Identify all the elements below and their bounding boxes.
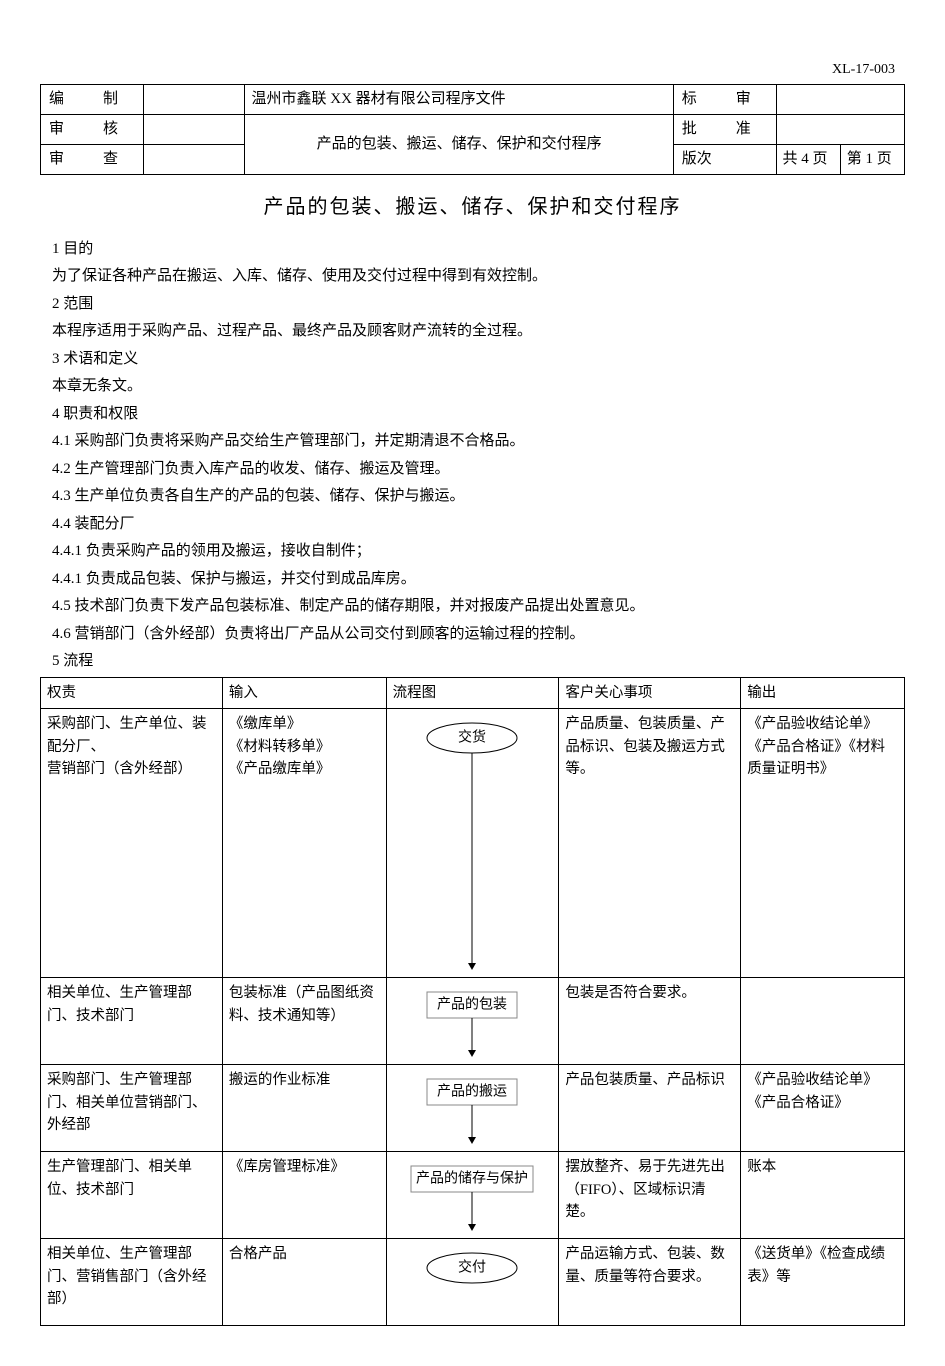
body-line: 2 范围 [52, 292, 893, 318]
hdr-label-compile: 编 制 [41, 84, 144, 114]
flow-input-cell: 《缴库单》《材料转移单》《产品缴库单》 [222, 709, 386, 978]
hdr-val-std [776, 84, 905, 114]
flow-diagram-cell: 产品的包装 [386, 978, 559, 1065]
hdr-val-compile [143, 84, 245, 114]
flow-input-cell: 《库房管理标准》 [222, 1152, 386, 1239]
svg-text:交货: 交货 [458, 729, 486, 746]
svg-text:产品的储存与保护: 产品的储存与保护 [416, 1171, 528, 1187]
flow-header-cell: 流程图 [386, 677, 559, 708]
flow-diagram-cell: 交货 [386, 709, 559, 978]
flow-auth-cell: 采购部门、生产管理部门、相关单位营销部门、外经部 [41, 1065, 223, 1152]
hdr-label-check: 审 查 [41, 144, 144, 174]
flow-concern-cell: 产品包装质量、产品标识 [559, 1065, 741, 1152]
flowchart-segment: 交付 [397, 1245, 547, 1319]
hdr-page-cur: 第 1 页 [840, 144, 904, 174]
header-table: 编 制 温州市鑫联 XX 器材有限公司程序文件 标 审 审 核 产品的包装、搬运… [40, 84, 905, 175]
flow-diagram-cell: 产品的搬运 [386, 1065, 559, 1152]
flow-input-cell: 搬运的作业标准 [222, 1065, 386, 1152]
svg-text:产品的包装: 产品的包装 [437, 997, 507, 1013]
hdr-label-approve: 批 准 [673, 114, 776, 144]
hdr-label-std: 标 审 [673, 84, 776, 114]
body-line: 4.5 技术部门负责下发产品包装标准、制定产品的储存期限，并对报废产品提出处置意… [52, 594, 893, 620]
flowchart-segment: 产品的储存与保护 [397, 1158, 547, 1232]
hdr-page-total: 共 4 页 [776, 144, 840, 174]
flow-input-cell: 合格产品 [222, 1239, 386, 1326]
flow-header-cell: 权责 [41, 677, 223, 708]
svg-text:交付: 交付 [458, 1259, 486, 1276]
document-title: 产品的包装、搬运、储存、保护和交付程序 [40, 175, 905, 235]
document-code: XL-17-003 [40, 60, 905, 80]
flow-header-cell: 输出 [741, 677, 905, 708]
body-line: 4.4 装配分厂 [52, 512, 893, 538]
body-line: 本章无条文。 [52, 374, 893, 400]
flow-auth-cell: 采购部门、生产单位、装配分厂、营销部门（含外经部） [41, 709, 223, 978]
hdr-label-version: 版次 [673, 144, 776, 174]
body-line: 3 术语和定义 [52, 347, 893, 373]
flowchart-segment: 产品的搬运 [397, 1071, 547, 1145]
flow-auth-cell: 相关单位、生产管理部门、营销售部门（含外经部） [41, 1239, 223, 1326]
flow-header-cell: 输入 [222, 677, 386, 708]
body-line: 1 目的 [52, 237, 893, 263]
body-line: 4.2 生产管理部门负责入库产品的收发、储存、搬运及管理。 [52, 457, 893, 483]
flowchart-segment: 产品的包装 [397, 984, 547, 1058]
flow-output-cell: 《产品验收结论单》《产品合格证》《材料质量证明书》 [741, 709, 905, 978]
flow-auth-cell: 相关单位、生产管理部门、技术部门 [41, 978, 223, 1065]
flow-concern-cell: 摆放整齐、易于先进先出（FIFO）、区域标识清楚。 [559, 1152, 741, 1239]
flow-diagram-cell: 产品的储存与保护 [386, 1152, 559, 1239]
body-content: 1 目的为了保证各种产品在搬运、入库、储存、使用及交付过程中得到有效控制。2 范… [40, 237, 905, 675]
hdr-label-review: 审 核 [41, 114, 144, 144]
hdr-company: 温州市鑫联 XX 器材有限公司程序文件 [245, 84, 673, 114]
flow-auth-cell: 生产管理部门、相关单位、技术部门 [41, 1152, 223, 1239]
body-line: 为了保证各种产品在搬运、入库、储存、使用及交付过程中得到有效控制。 [52, 264, 893, 290]
flow-diagram-cell: 交付 [386, 1239, 559, 1326]
flow-concern-cell: 产品运输方式、包装、数量、质量等符合要求。 [559, 1239, 741, 1326]
flow-output-cell: 《产品验收结论单》《产品合格证》 [741, 1065, 905, 1152]
flow-output-cell: 《送货单》《检查成绩表》等 [741, 1239, 905, 1326]
flow-output-cell: 账本 [741, 1152, 905, 1239]
flow-input-cell: 包装标准（产品图纸资料、技术通知等） [222, 978, 386, 1065]
hdr-val-approve [776, 114, 905, 144]
flowchart-segment: 交货 [397, 715, 547, 971]
body-line: 4.1 采购部门负责将采购产品交给生产管理部门，并定期清退不合格品。 [52, 429, 893, 455]
body-line: 5 流程 [52, 649, 893, 675]
body-line: 4.4.1 负责成品包装、保护与搬运，并交付到成品库房。 [52, 567, 893, 593]
flow-header-cell: 客户关心事项 [559, 677, 741, 708]
body-line: 4.3 生产单位负责各自生产的产品的包装、储存、保护与搬运。 [52, 484, 893, 510]
body-line: 4.6 营销部门（含外经部）负责将出厂产品从公司交付到顾客的运输过程的控制。 [52, 622, 893, 648]
flow-concern-cell: 产品质量、包装质量、产品标识、包装及搬运方式等。 [559, 709, 741, 978]
flow-output-cell [741, 978, 905, 1065]
body-line: 本程序适用于采购产品、过程产品、最终产品及顾客财产流转的全过程。 [52, 319, 893, 345]
svg-text:产品的搬运: 产品的搬运 [437, 1084, 507, 1100]
hdr-val-review [143, 114, 245, 144]
body-line: 4.4.1 负责采购产品的领用及搬运，接收自制件； [52, 539, 893, 565]
hdr-doc-name: 产品的包装、搬运、储存、保护和交付程序 [245, 114, 673, 174]
flow-table: 权责输入流程图客户关心事项输出采购部门、生产单位、装配分厂、营销部门（含外经部）… [40, 677, 905, 1326]
flow-concern-cell: 包装是否符合要求。 [559, 978, 741, 1065]
body-line: 4 职责和权限 [52, 402, 893, 428]
hdr-val-check [143, 144, 245, 174]
